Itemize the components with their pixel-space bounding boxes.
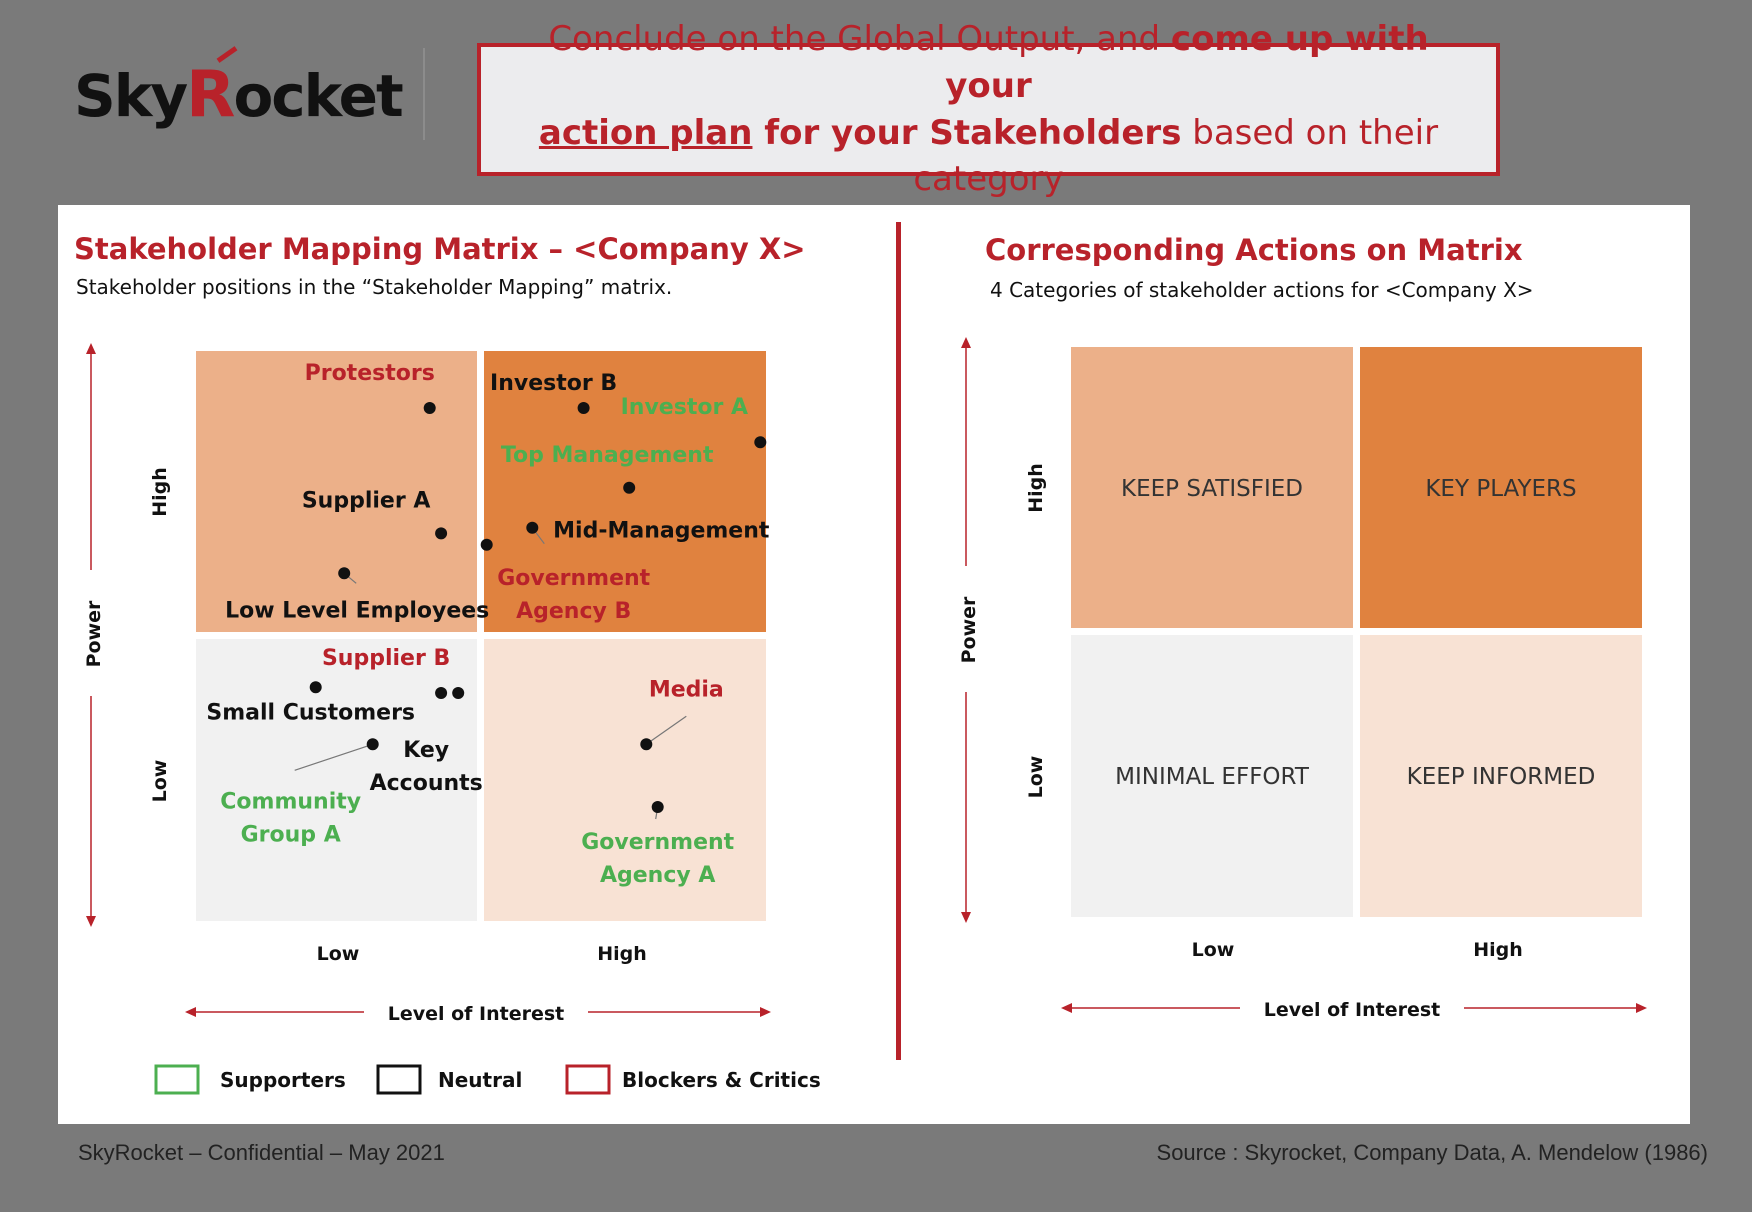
- legend: Supporters Neutral Blockers & Critics: [154, 1064, 821, 1095]
- label-supplier-a: Supplier A: [302, 488, 431, 513]
- legend-label-blockers: Blockers & Critics: [622, 1068, 821, 1092]
- point-supplier-a: [435, 527, 448, 540]
- y-tick-high: High: [149, 467, 171, 517]
- point-supplier-b: [435, 687, 448, 699]
- left-subtitle: Stakeholder positions in the “Stakeholde…: [76, 275, 673, 299]
- legend-label-supporters: Supporters: [220, 1068, 346, 1092]
- label-government-agency-b: Government Agency B: [497, 566, 650, 624]
- leader-media: [645, 715, 687, 745]
- legend-label-neutral: Neutral: [438, 1068, 522, 1092]
- right-title: Corresponding Actions on Matrix: [985, 233, 1523, 267]
- quadrant-top-left: [196, 351, 477, 632]
- logo-text-r: R: [186, 58, 235, 132]
- logo-text-b: ocket: [233, 62, 403, 130]
- label-top-management: Top Management: [501, 443, 714, 468]
- left-title: Stakeholder Mapping Matrix – <Company X>: [74, 232, 806, 266]
- label-key-accounts: Key Accounts: [370, 738, 483, 796]
- label-investor-a: Investor A: [621, 395, 748, 420]
- label-media: Media: [649, 677, 724, 702]
- headline-box: Conclude on the Global Output, and come …: [477, 19, 1500, 199]
- label-community-group-a: Community Group A: [220, 789, 361, 847]
- point-government-agency-a: [651, 801, 664, 813]
- quadrant-bottom-right: [484, 639, 766, 921]
- headline-part2: come up with your: [945, 18, 1429, 106]
- label-mid-management: Mid-Management: [553, 519, 770, 544]
- point-media: [640, 738, 653, 751]
- y-tick-low: Low: [149, 760, 171, 803]
- logo-divider: [423, 48, 425, 140]
- leader-community-group-a: [294, 743, 373, 771]
- legend-swatch-blockers: [565, 1064, 611, 1095]
- headline-part3: action plan: [538, 112, 753, 153]
- point-mid-management: [526, 521, 539, 534]
- legend-swatch-neutral: [376, 1064, 422, 1095]
- point-community-group-a: [366, 738, 379, 751]
- point-small-customers: [309, 681, 322, 694]
- point-low-level-employees: [338, 567, 351, 580]
- point-investor-a: [754, 436, 767, 449]
- skyrocket-logo: SkyRocket: [74, 58, 404, 132]
- legend-swatch-supporters: [154, 1064, 200, 1095]
- x-axis-title: Level of Interest: [388, 1003, 565, 1025]
- point-protestors: [423, 402, 436, 414]
- label-low-level-employees: Low Level Employees: [225, 598, 489, 623]
- headline-part1: Conclude on the Global Output, and: [548, 18, 1171, 59]
- logo-text-a: Sky: [74, 62, 188, 130]
- label-supplier-b: Supplier B: [322, 646, 450, 671]
- footer-source: Source : Skyrocket, Company Data, A. Men…: [1156, 1140, 1708, 1165]
- point-key-accounts: [452, 687, 465, 699]
- point-top-management: [623, 481, 636, 494]
- headline-text: Conclude on the Global Output, and come …: [501, 16, 1476, 204]
- center-divider: [896, 222, 901, 1060]
- label-investor-b: Investor B: [490, 371, 617, 396]
- label-government-agency-a: Government Agency A: [581, 830, 734, 888]
- right-subtitle: 4 Categories of stakeholder actions for …: [990, 278, 1534, 302]
- footer-confidential: SkyRocket – Confidential – May 2021: [78, 1140, 445, 1165]
- point-investor-b: [577, 402, 590, 414]
- headline-part4: for your Stakeholders: [752, 112, 1182, 153]
- label-small-customers: Small Customers: [206, 700, 415, 725]
- point-government-agency-b: [480, 538, 493, 551]
- quadrant-bottom-left: [196, 639, 477, 921]
- label-protestors: Protestors: [305, 361, 435, 386]
- x-tick-high: High: [597, 943, 647, 965]
- y-axis-title: Power: [83, 600, 105, 667]
- x-tick-low: Low: [317, 943, 360, 965]
- headline-part5: based on their category: [913, 112, 1439, 200]
